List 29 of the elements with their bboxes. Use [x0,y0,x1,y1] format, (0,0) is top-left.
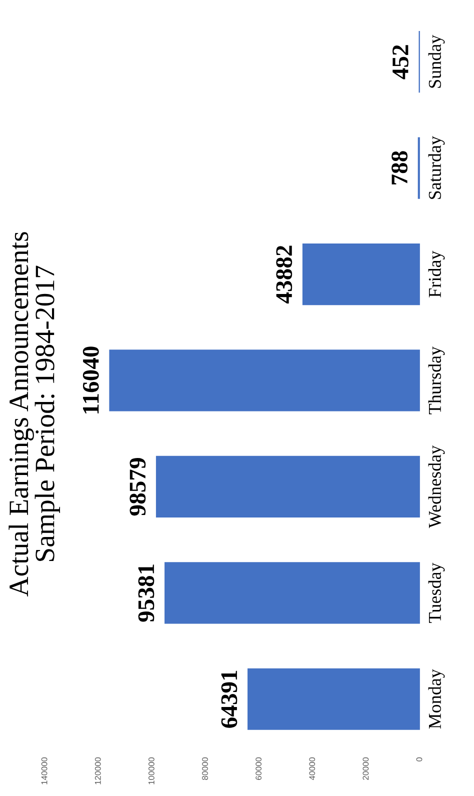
x-tick-label: 100000 [148,757,154,784]
data-label: 64391 [221,670,238,728]
y-tick-label: Tuesday [428,562,445,623]
y-tick-label: Wednesday [428,445,445,528]
x-tick-label: 120000 [94,757,101,784]
data-label: 116040 [82,346,99,414]
data-label: 95381 [138,564,154,622]
x-tick-label: 60000 [256,757,262,780]
x-tick-label: 40000 [309,757,316,780]
x-tick-label: 140000 [41,757,48,784]
x-tick-label: 20000 [362,757,369,780]
x-tick-label: 80000 [202,757,208,780]
bar [248,668,420,730]
bar [156,456,420,518]
y-tick-label: Sunday [428,34,445,88]
y-tick-label: Monday [428,669,445,729]
x-tick-label: 0 [416,757,422,762]
bar [109,350,420,412]
text: Actual Earnings Announcements [8,232,34,596]
y-tick-label: Saturday [428,136,445,199]
text: Sample Period: 1984-2017 [34,266,60,561]
data-label: 788 [392,151,408,184]
data-label: 452 [392,45,408,80]
y-tick-label: Friday [428,250,445,298]
bar [164,562,420,624]
y-tick-label: Thursday [428,346,445,414]
bar [302,243,420,306]
data-label: 98579 [130,458,146,516]
data-label: 43882 [276,246,292,304]
